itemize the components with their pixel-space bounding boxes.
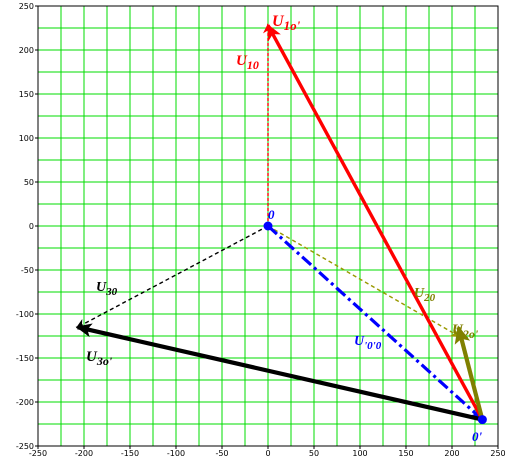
- y-tick-label: 250: [19, 2, 34, 11]
- vector-u00: [266, 224, 484, 421]
- vector-u30: [75, 225, 269, 329]
- vector-u3o: [75, 323, 483, 422]
- label-u00: U'0'0: [354, 334, 382, 352]
- x-tick-label: 200: [444, 449, 459, 458]
- y-tick-label: -250: [16, 442, 34, 451]
- tick-labels: -250 -200 -150 -100 -50 0 50 100 150 200 250 -250 -2…: [16, 2, 506, 458]
- x-tick-label: 250: [490, 449, 505, 458]
- x-tick-label: -50: [215, 449, 228, 458]
- origin-point: [263, 221, 273, 231]
- neutral-point: [477, 415, 487, 425]
- y-tick-label: 200: [19, 46, 34, 55]
- x-tick-label: -100: [167, 449, 185, 458]
- x-tick-label: 50: [309, 449, 319, 458]
- label-u10: U10: [236, 53, 259, 72]
- y-tick-label: -50: [21, 266, 34, 275]
- label-u30: U30: [96, 280, 118, 298]
- y-tick-label: -100: [16, 310, 34, 319]
- y-tick-label: 150: [19, 90, 34, 99]
- x-tick-label: 150: [398, 449, 413, 458]
- y-tick-label: 100: [19, 134, 34, 143]
- label-origin: 0: [268, 207, 275, 222]
- x-tick-label: -200: [75, 449, 93, 458]
- x-tick-label: 100: [352, 449, 367, 458]
- vector-u2o: [454, 325, 485, 421]
- x-tick-label: 0: [265, 449, 270, 458]
- label-u1o: U1o': [272, 13, 301, 33]
- y-tick-label: 50: [24, 178, 34, 187]
- y-tick-label: 0: [29, 222, 34, 231]
- x-tick-label: -250: [29, 449, 47, 458]
- label-u2o: U2o': [452, 322, 479, 341]
- label-u20: U20: [414, 286, 436, 304]
- label-neutral: 0': [472, 429, 483, 444]
- y-tick-label: -150: [16, 354, 34, 363]
- x-tick-label: -150: [121, 449, 139, 458]
- y-tick-label: -200: [16, 398, 34, 407]
- vector-u1o: [266, 23, 484, 421]
- label-u3o: U3o': [86, 349, 113, 368]
